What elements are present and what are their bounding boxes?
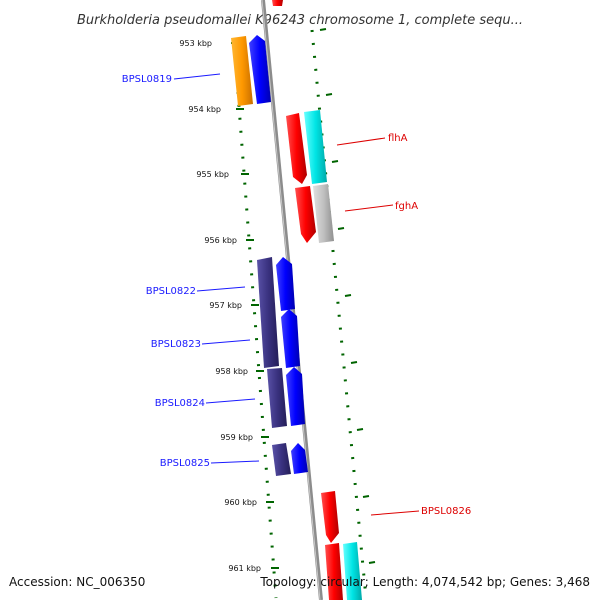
gene-arrow-red-fgha[interactable] bbox=[295, 186, 316, 243]
tick-label: 960 kbp bbox=[224, 498, 257, 507]
tick-mark bbox=[368, 561, 376, 564]
tick-mark bbox=[344, 294, 352, 297]
tick-label: 957 kbp bbox=[209, 301, 242, 310]
gene-arrow-blue-bpsl0824[interactable] bbox=[286, 367, 305, 426]
tick-mark bbox=[350, 361, 358, 364]
gene-labels: BPSL0819 flhA fghA BPSL0822 BPSL0823 BPS… bbox=[122, 74, 472, 517]
accession-text: Accession: NC_006350 bbox=[9, 575, 145, 589]
tick-mark bbox=[331, 160, 339, 163]
gene-label-bpsl0822[interactable]: BPSL0822 bbox=[146, 286, 196, 297]
tick-label: 953 kbp bbox=[179, 39, 212, 48]
gene-label-bpsl0824[interactable]: BPSL0824 bbox=[155, 398, 205, 409]
gene-arrow-blue-bpsl0822[interactable] bbox=[276, 257, 295, 311]
gene-block-orange[interactable] bbox=[231, 36, 253, 106]
gene-features bbox=[231, 0, 362, 600]
leader-line-bpsl0826 bbox=[370, 510, 420, 516]
gene-label-bpsl0819[interactable]: BPSL0819 bbox=[122, 74, 172, 85]
tick-mark bbox=[325, 93, 333, 96]
tick-labels: 953 kbp 954 kbp 955 kbp 956 kbp 957 kbp … bbox=[179, 39, 261, 573]
gene-label-fgha[interactable]: fghA bbox=[395, 201, 418, 212]
leader-line-fgha bbox=[344, 204, 394, 212]
tick-label: 955 kbp bbox=[196, 170, 229, 179]
gene-arrow-red-bpsl0826[interactable] bbox=[321, 491, 339, 543]
gene-arrow-red[interactable] bbox=[325, 543, 343, 600]
gene-block-gray[interactable] bbox=[313, 184, 334, 243]
gene-block-purple[interactable] bbox=[257, 257, 279, 368]
tick-mark bbox=[362, 495, 370, 498]
tick-label: 959 kbp bbox=[220, 433, 253, 442]
gene-block-cyan[interactable] bbox=[343, 542, 362, 600]
gene-arrow-blue-bpsl0823[interactable] bbox=[281, 309, 300, 368]
gene-block-purple[interactable] bbox=[267, 368, 287, 428]
tick-label: 954 kbp bbox=[188, 105, 221, 114]
leader-line-bpsl0824 bbox=[205, 398, 256, 404]
tick-marks bbox=[231, 28, 376, 569]
map-title: Burkholderia pseudomallei K96243 chromos… bbox=[77, 13, 523, 28]
gene-label-bpsl0823[interactable]: BPSL0823 bbox=[151, 339, 201, 350]
gene-arrow-blue-bpsl0825[interactable] bbox=[291, 443, 308, 474]
label-leaders bbox=[173, 73, 420, 516]
leader-line-flha bbox=[336, 137, 386, 146]
leader-line-bpsl0822 bbox=[196, 286, 246, 292]
gene-arrow-blue[interactable] bbox=[249, 35, 271, 104]
leader-line-bpsl0819 bbox=[173, 73, 221, 80]
gene-label-bpsl0826[interactable]: BPSL0826 bbox=[421, 506, 471, 517]
leader-line-bpsl0825 bbox=[210, 460, 260, 464]
topology-summary-text: Topology: circular; Length: 4,074,542 bp… bbox=[259, 575, 590, 589]
tick-mark bbox=[356, 428, 364, 431]
tick-label: 956 kbp bbox=[204, 236, 237, 245]
leader-line-bpsl0823 bbox=[201, 339, 251, 345]
gene-block-cyan[interactable] bbox=[304, 110, 327, 184]
tick-mark bbox=[337, 227, 345, 230]
gene-arrow-red-flha[interactable] bbox=[286, 113, 307, 184]
tick-mark bbox=[319, 28, 327, 31]
gene-label-bpsl0825[interactable]: BPSL0825 bbox=[160, 458, 210, 469]
gene-label-flha[interactable]: flhA bbox=[388, 133, 408, 144]
gene-block-purple[interactable] bbox=[272, 443, 291, 476]
tick-label: 958 kbp bbox=[215, 367, 248, 376]
gene-arrow-red[interactable] bbox=[272, 0, 283, 6]
tick-label: 961 kbp bbox=[228, 564, 261, 573]
